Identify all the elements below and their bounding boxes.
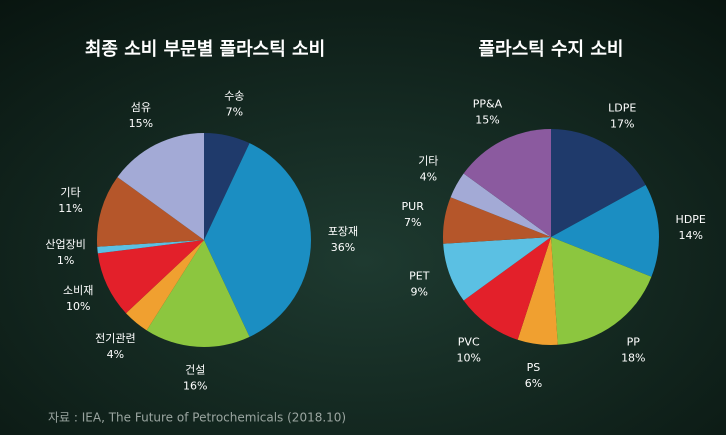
value-label: 6% [525,377,542,390]
value-label: 4% [107,348,124,361]
chart-title: 플라스틱 수지 소비 [478,39,623,60]
slice-label: PS [527,361,541,374]
slice-label: PVC [458,335,480,348]
value-label: 4% [420,171,437,184]
slice-label: LDPE [608,101,636,114]
pie-slice [204,133,250,240]
value-label: 7% [404,216,421,229]
value-label: 18% [621,351,645,364]
slice-label: 전기관련 [95,332,135,345]
pie-slice [551,184,659,277]
slice-label: PP&A [473,97,503,110]
source-note: 자료 : IEA, The Future of Petrochemicals (… [48,411,346,425]
slice-label: 건설 [185,364,205,377]
slice-label: 포장재 [328,225,358,238]
pie-slice [146,240,250,347]
value-label: 10% [456,351,480,364]
pie-slice [443,197,551,244]
slice-label: 수송 [224,89,244,102]
pie-slice [443,237,551,301]
value-label: 16% [183,380,207,393]
pie-slice [204,143,311,337]
chart-title: 최종 소비 부문별 플라스틱 소비 [85,39,325,60]
pie-slice [117,133,204,240]
slice-label: PET [409,269,430,282]
pie-slice [551,129,646,237]
pie-slice [551,237,652,345]
value-label: 1% [57,254,74,267]
pie-slice [517,237,558,346]
value-label: 9% [411,285,428,298]
value-label: 15% [475,113,499,126]
slice-label: HDPE [676,213,706,226]
pie-slice [463,237,551,340]
slice-label: 기타 [418,155,438,168]
slice-label: 기타 [60,186,80,199]
pie-slice [450,173,551,237]
slice-label: 산업장비 [45,238,85,251]
pie-slice [463,129,551,237]
value-label: 17% [610,117,634,130]
value-label: 7% [226,105,243,118]
slice-label: 소비재 [63,284,93,297]
pie-slice [97,240,204,254]
pie-slice [97,177,204,247]
value-label: 10% [66,300,90,313]
slice-label: PP [627,335,641,348]
value-label: 15% [129,117,153,130]
pie-slice [126,240,204,331]
value-label: 36% [331,241,355,254]
slice-label: PUR [402,200,425,213]
slice-label: 섬유 [131,101,151,114]
value-label: 14% [678,229,702,242]
value-label: 11% [58,202,82,215]
pie-slice [97,240,204,314]
